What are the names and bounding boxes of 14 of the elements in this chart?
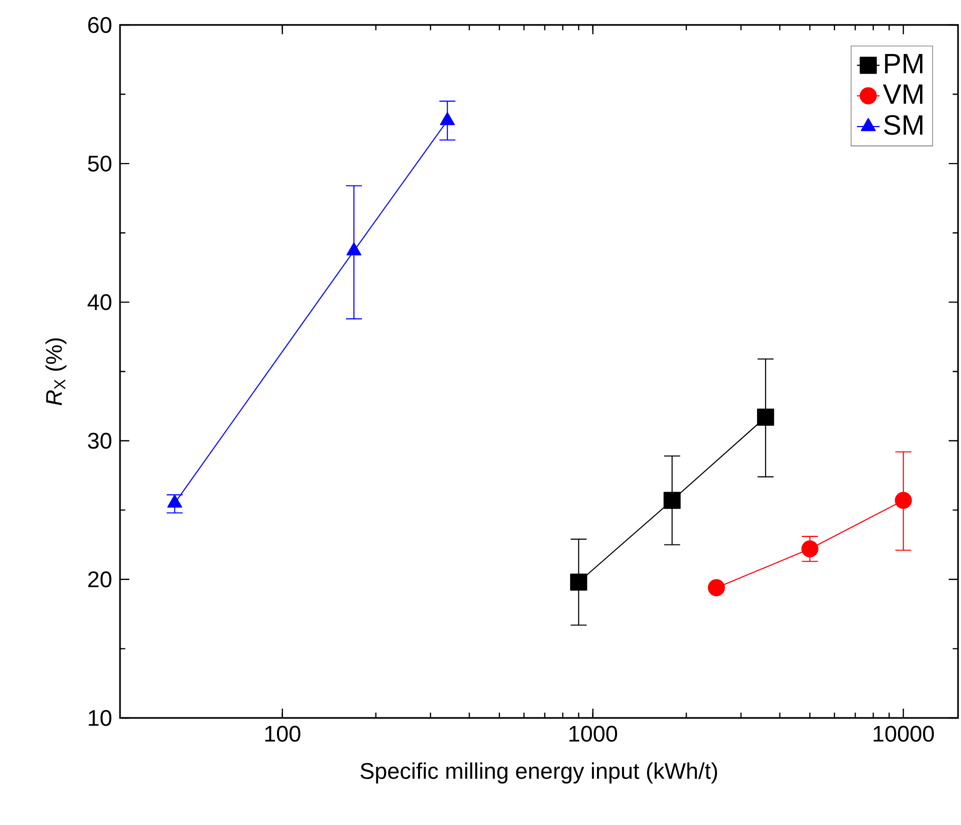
x-tick-label: 100: [265, 726, 300, 742]
y-tick-label: 60: [88, 16, 112, 33]
y-tick-label: 20: [88, 571, 112, 588]
y-axis-title: R$_{X}$ (%): [45, 338, 66, 406]
legend-label: VM: [882, 84, 922, 104]
legend-label: SM: [884, 115, 922, 135]
x-tick-label: 10000: [874, 726, 934, 742]
y-tick-label: 10: [88, 710, 112, 726]
x-tick-label: 1000: [569, 726, 618, 742]
legend-label: PM: [885, 54, 922, 74]
y-tick-label: 50: [88, 156, 112, 172]
y-tick-label: 30: [88, 432, 112, 449]
y-tick-label: 40: [88, 294, 112, 310]
x-axis-title: Specific milling energy input (kWh/t): [360, 762, 718, 784]
